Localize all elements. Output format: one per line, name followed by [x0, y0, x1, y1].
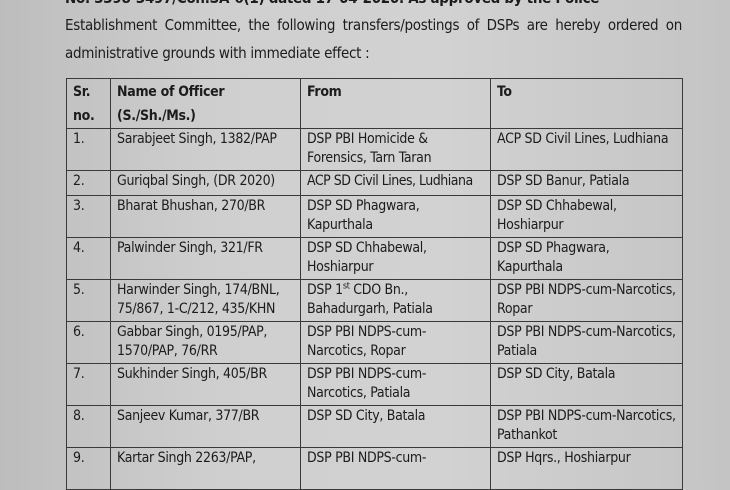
intro-text-line-1: Establishment Committee, the following t… — [65, 16, 682, 34]
header-to: To — [490, 78, 683, 129]
header-sr-no: Sr. no. — [66, 78, 111, 129]
table-row: 5. Harwinder Singh, 174/BNL, 75/867, 1-C… — [66, 279, 683, 322]
table-header-row: Sr. no. Name of Officer (S./Sh./Ms.) Fro… — [66, 78, 683, 129]
cell-from: ACP SD Civil Lines, Ludhiana — [300, 170, 491, 196]
from-rest: CDO Bn., Bahadurgarh, Patiala — [307, 282, 433, 317]
cell-name: Guriqbal Singh, (DR 2020) — [110, 170, 301, 196]
cell-name: Bharat Bhushan, 270/BR — [110, 195, 301, 238]
cell-name: Palwinder Singh, 321/FR — [110, 237, 301, 280]
cell-sr: 9. — [66, 447, 111, 490]
table-row: 9. Kartar Singh 2263/PAP, DSP PBI NDPS-c… — [66, 447, 683, 490]
cell-to: DSP PBI NDPS-cum-Narcotics, Patiala — [490, 321, 683, 364]
order-reference-line: No. 3398-3497/Con.SA-6(1) dated 17-04-20… — [65, 0, 682, 12]
table-row: 7. Sukhinder Singh, 405/BR DSP PBI NDPS-… — [66, 363, 683, 406]
cell-to: DSP SD Banur, Patiala — [490, 170, 683, 196]
cell-sr: 5. — [66, 279, 111, 322]
header-from: From — [300, 78, 491, 129]
cell-to: DSP PBI NDPS-cum-Narcotics, Ropar — [490, 279, 683, 322]
table-row: 2. Guriqbal Singh, (DR 2020) ACP SD Civi… — [66, 170, 683, 196]
cell-to: ACP SD Civil Lines, Ludhiana — [490, 128, 683, 171]
cell-name: Sukhinder Singh, 405/BR — [110, 363, 301, 406]
cell-name: Harwinder Singh, 174/BNL, 75/867, 1-C/21… — [110, 279, 301, 322]
cell-sr: 3. — [66, 195, 111, 238]
table-row: 6. Gabbar Singh, 0195/PAP, 1570/PAP, 76/… — [66, 321, 683, 364]
cell-sr: 2. — [66, 170, 111, 196]
cell-from: DSP 1st CDO Bn., Bahadurgarh, Patiala — [300, 279, 491, 322]
table-row: 8. Sanjeev Kumar, 377/BR DSP SD City, Ba… — [66, 405, 683, 448]
cell-from: DSP PBI NDPS-cum- — [300, 447, 491, 490]
cell-sr: 8. — [66, 405, 111, 448]
cell-sr: 7. — [66, 363, 111, 406]
cell-name: Gabbar Singh, 0195/PAP, 1570/PAP, 76/RR — [110, 321, 301, 364]
cell-from: DSP PBI Homicide & Forensics, Tarn Taran — [300, 128, 491, 171]
cell-sr: 6. — [66, 321, 111, 364]
header-name: Name of Officer (S./Sh./Ms.) — [110, 78, 301, 129]
cell-from: DSP SD City, Batala — [300, 405, 491, 448]
cell-name: Sarabjeet Singh, 1382/PAP — [110, 128, 301, 171]
cell-from: DSP PBI NDPS-cum-Narcotics, Patiala — [300, 363, 491, 406]
cell-from: DSP SD Phagwara, Kapurthala — [300, 195, 491, 238]
table-row: 4. Palwinder Singh, 321/FR DSP SD Chhabe… — [66, 237, 683, 280]
table-row: 1. Sarabjeet Singh, 1382/PAP DSP PBI Hom… — [66, 128, 683, 171]
ordinal-suffix: st — [342, 281, 350, 292]
cell-to: DSP SD City, Batala — [490, 363, 683, 406]
table-row: 3. Bharat Bhushan, 270/BR DSP SD Phagwar… — [66, 195, 683, 238]
cell-to: DSP PBI NDPS-cum-Narcotics, Pathankot — [490, 405, 683, 448]
cell-sr: 4. — [66, 237, 111, 280]
cell-to: DSP Hqrs., Hoshiarpur — [490, 447, 683, 490]
intro-text-line-2: administrative grounds with immediate ef… — [65, 44, 370, 62]
cell-from: DSP SD Chhabewal, Hoshiarpur — [300, 237, 491, 280]
cell-from: DSP PBI NDPS-cum-Narcotics, Ropar — [300, 321, 491, 364]
cell-name: Kartar Singh 2263/PAP, — [110, 447, 301, 490]
cell-to: DSP SD Chhabewal, Hoshiarpur — [490, 195, 683, 238]
cell-name: Sanjeev Kumar, 377/BR — [110, 405, 301, 448]
cell-sr: 1. — [66, 128, 111, 171]
transfers-table: Sr. no. Name of Officer (S./Sh./Ms.) Fro… — [66, 78, 683, 490]
from-prefix: DSP 1 — [307, 282, 343, 298]
cell-to: DSP SD Phagwara, Kapurthala — [490, 237, 683, 280]
